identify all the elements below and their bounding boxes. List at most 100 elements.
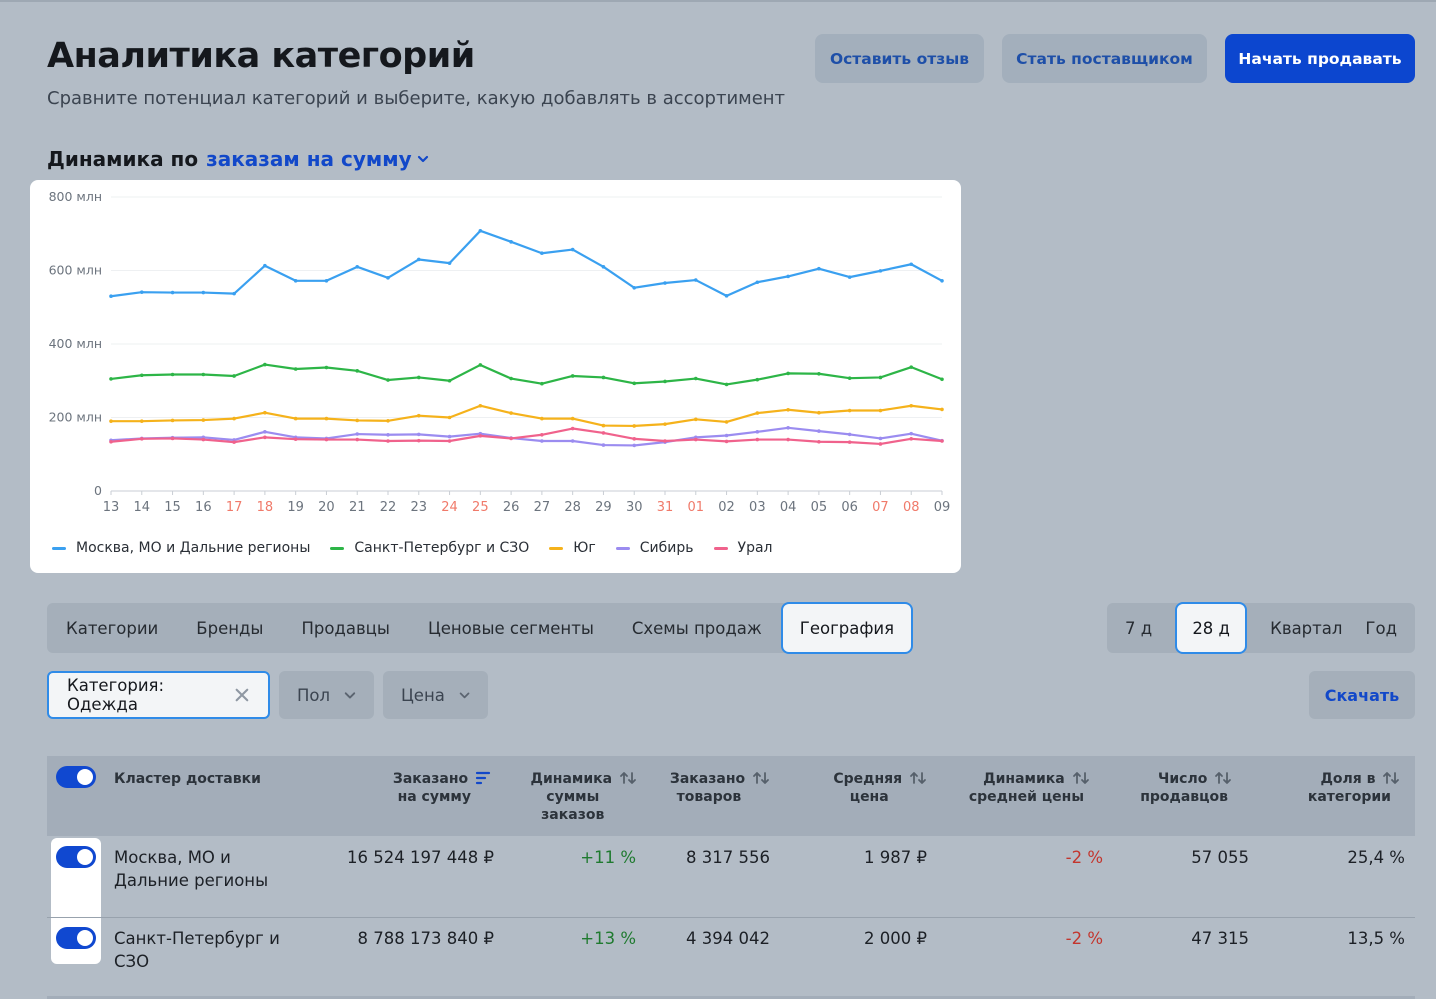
data-point: [201, 372, 206, 377]
price-filter-dropdown[interactable]: Цена: [383, 671, 488, 719]
tab-brands[interactable]: Бренды: [196, 618, 264, 638]
data-point: [817, 410, 821, 415]
header-sellers-count[interactable]: Число продавцов: [1140, 770, 1250, 806]
x-tick-label: 21: [349, 500, 366, 515]
category-share-value: 25,4 %: [1347, 848, 1405, 867]
data-point: [447, 439, 452, 443]
data-point: [878, 442, 883, 446]
gender-filter-dropdown[interactable]: Пол: [279, 671, 374, 719]
avg-price-value: 2 000 ₽: [864, 929, 927, 948]
legend-swatch: [330, 546, 345, 550]
data-point: [355, 432, 360, 436]
data-point: [570, 247, 575, 252]
period-7d[interactable]: 7 д: [1125, 618, 1153, 638]
header-share-line1: Доля в: [1320, 771, 1376, 787]
legend-item[interactable]: Санкт-Петербург и СЗО: [330, 540, 529, 556]
data-point: [293, 437, 298, 441]
data-point: [109, 377, 113, 381]
data-point: [416, 413, 421, 418]
legend-swatch: [713, 546, 728, 550]
header-cluster[interactable]: Кластер доставки: [114, 771, 261, 787]
header-avg-price[interactable]: Средняя цена: [833, 770, 927, 806]
y-tick-label: 800 млн: [49, 189, 102, 204]
data-point: [663, 439, 667, 443]
download-button[interactable]: Скачать: [1309, 671, 1415, 719]
header-category-share[interactable]: Доля в категории: [1308, 770, 1413, 806]
header-ordered-sum-line2: на сумму: [397, 789, 471, 805]
header-dyn-avg-line2: средней цены: [968, 789, 1084, 805]
x-tick-label: 28: [564, 500, 581, 515]
header-share-line2: категории: [1307, 789, 1391, 805]
tab-price-segments[interactable]: Ценовые сегменты: [427, 618, 594, 638]
start-selling-button[interactable]: Начать продавать: [1225, 34, 1415, 83]
header-dynamics-avg-price[interactable]: Динамика средней цены: [969, 770, 1104, 806]
header-ordered-sum[interactable]: Заказано на сумму: [393, 770, 491, 806]
become-supplier-button[interactable]: Стать поставщиком: [1002, 34, 1207, 83]
legend-item[interactable]: Сибирь: [615, 540, 694, 556]
legend-label: Сибирь: [639, 540, 694, 556]
y-tick-label: 0: [94, 483, 102, 498]
data-point: [170, 436, 175, 441]
data-point: [170, 372, 175, 377]
data-point: [786, 371, 790, 376]
chevron-down-icon: [459, 692, 470, 699]
data-point: [909, 437, 914, 441]
data-point: [201, 437, 206, 442]
legend-item[interactable]: Юг: [549, 540, 596, 556]
header-ordered-items-line1: Заказано: [669, 771, 746, 787]
data-point: [817, 266, 821, 271]
data-point: [601, 375, 606, 380]
data-point: [847, 376, 852, 380]
data-point: [170, 418, 175, 423]
x-tick-label: 14: [134, 500, 151, 515]
header-dynamics-sum[interactable]: Динамика суммы заказов: [531, 770, 637, 824]
data-point: [663, 422, 667, 426]
data-point: [570, 416, 575, 421]
tab-geography[interactable]: География: [780, 602, 914, 654]
period-quarter[interactable]: Квартал: [1270, 618, 1343, 638]
dynamics-sum-value: +13 %: [580, 929, 636, 948]
data-point: [416, 432, 421, 437]
header-ordered-items[interactable]: Заказано товаров: [670, 770, 770, 806]
row-toggle[interactable]: [56, 846, 96, 868]
row-toggle[interactable]: [56, 927, 96, 949]
series-line: [110, 363, 943, 386]
ordered-sum-value: 8 788 173 840 ₽: [357, 929, 494, 948]
data-point: [386, 276, 390, 280]
data-point: [786, 274, 790, 279]
table-row-cluster: Москва, МО и Дальние регионы: [114, 846, 268, 892]
sellers-count-value: 47 315: [1191, 929, 1249, 948]
period-selector: 7 д 28 д Квартал Год: [1107, 602, 1415, 654]
period-year[interactable]: Год: [1365, 618, 1397, 638]
legend-item[interactable]: Москва, МО и Дальние регионы: [52, 540, 310, 556]
data-point: [663, 379, 667, 384]
cluster-name-line2: СЗО: [114, 952, 150, 971]
data-point: [263, 410, 267, 415]
data-point: [509, 411, 513, 415]
data-point: [724, 439, 729, 444]
category-filter-chip[interactable]: Категория: Одежда: [47, 671, 270, 719]
tab-sales-schemes[interactable]: Схемы продаж: [631, 618, 762, 638]
sort-icon: [620, 772, 636, 784]
data-point: [355, 369, 360, 373]
sort-icon: [753, 772, 769, 784]
legend-label: Юг: [573, 540, 596, 556]
data-point: [540, 416, 544, 421]
leave-feedback-button[interactable]: Оставить отзыв: [815, 34, 984, 83]
data-point: [324, 278, 329, 283]
page-title: Аналитика категорий: [47, 36, 475, 76]
data-point: [847, 275, 852, 279]
data-point: [109, 419, 113, 423]
period-28d[interactable]: 28 д: [1175, 602, 1248, 654]
tab-categories[interactable]: Категории: [66, 618, 159, 638]
header-ordered-sum-line1: Заказано: [392, 771, 469, 787]
close-icon[interactable]: [234, 686, 250, 704]
select-all-toggle[interactable]: [56, 766, 96, 788]
y-tick-label: 600 млн: [49, 263, 102, 278]
tab-sellers[interactable]: Продавцы: [301, 618, 390, 638]
x-tick-label: 20: [318, 500, 335, 515]
data-point: [540, 251, 544, 256]
dynamics-metric-dropdown[interactable]: заказам на сумму: [206, 147, 430, 171]
legend-item[interactable]: Урал: [713, 540, 772, 556]
header-ordered-items-line2: товаров: [676, 789, 742, 805]
